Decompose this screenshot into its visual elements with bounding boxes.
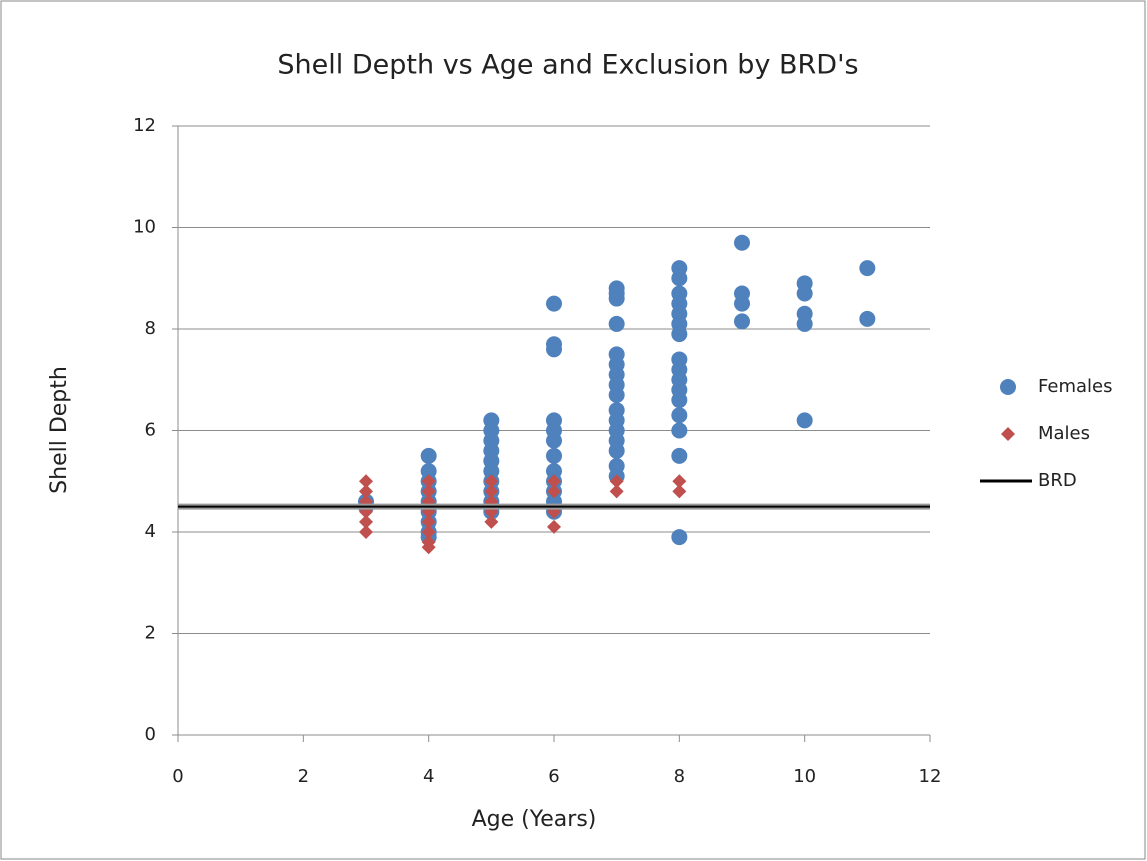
male-point [421, 540, 436, 555]
male-point [421, 525, 436, 539]
male-point [547, 484, 561, 499]
y-tick-label: 2 [145, 623, 156, 644]
female-point [546, 341, 562, 358]
female-point [734, 313, 750, 330]
male-point [609, 474, 624, 489]
female-point [671, 529, 688, 546]
female-point [859, 310, 876, 327]
male-point [484, 474, 499, 489]
female-point [608, 290, 625, 307]
x-axis-title: Age (Years) [472, 807, 597, 832]
legend-label: BRD [1038, 470, 1077, 491]
male-point [547, 474, 561, 489]
female-point [671, 392, 688, 409]
x-tick-label: 4 [423, 766, 434, 787]
female-point [796, 315, 813, 332]
female-point [671, 447, 688, 464]
female-point [734, 295, 750, 312]
male-point [484, 484, 499, 499]
legend-symbol [1001, 427, 1015, 441]
female-point [546, 432, 562, 449]
female-point [859, 260, 876, 277]
male-point [421, 514, 436, 529]
x-tick-label: 2 [298, 766, 309, 787]
male-point [484, 514, 499, 529]
male-point [421, 484, 436, 499]
y-tick-label: 12 [133, 115, 156, 136]
x-tick-label: 0 [172, 766, 183, 787]
female-point [546, 295, 562, 312]
male-point [609, 484, 624, 499]
y-tick-label: 8 [145, 318, 156, 339]
legend-label: Females [1038, 376, 1112, 397]
female-point [546, 447, 562, 464]
female-point [420, 447, 437, 464]
x-tick-label: 12 [919, 766, 942, 787]
female-point [671, 422, 688, 439]
y-tick-label: 10 [133, 217, 156, 238]
y-tick-label: 4 [145, 521, 156, 542]
female-point [796, 285, 813, 302]
y-tick-label: 0 [145, 724, 156, 745]
male-point [359, 484, 373, 499]
female-point [608, 442, 625, 459]
female-point [671, 270, 688, 287]
x-tick-label: 10 [793, 766, 816, 787]
x-tick-label: 8 [674, 766, 685, 787]
female-point [608, 315, 625, 332]
male-point [547, 519, 561, 534]
male-point [672, 484, 687, 499]
male-point [672, 474, 687, 489]
male-point [359, 474, 373, 489]
y-tick-label: 6 [145, 420, 156, 441]
female-point [671, 326, 688, 343]
female-point [671, 407, 688, 424]
x-tick-label: 6 [548, 766, 559, 787]
female-point [796, 412, 813, 429]
female-point [734, 234, 750, 251]
female-point [608, 386, 625, 403]
male-point [359, 514, 373, 529]
y-axis-title: Shell Depth [47, 366, 72, 494]
legend-symbol [1000, 379, 1016, 395]
male-point [421, 474, 436, 489]
chart-title: Shell Depth vs Age and Exclusion by BRD'… [277, 50, 858, 81]
male-point [359, 525, 373, 539]
legend-label: Males [1038, 423, 1090, 444]
